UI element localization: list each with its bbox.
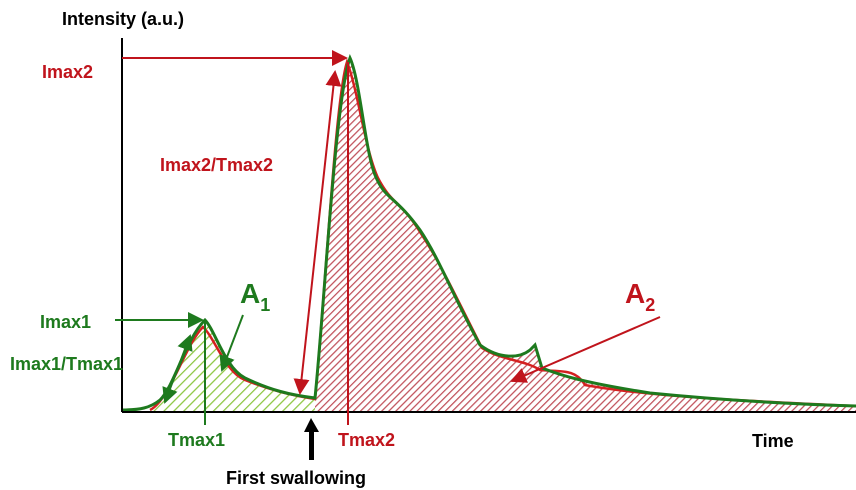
a2-label: A2 [625, 278, 655, 315]
area-2 [315, 58, 856, 412]
a1-letter: A [240, 278, 260, 309]
y-axis-label: Intensity (a.u.) [62, 9, 184, 29]
event-label: First swallowing [226, 468, 366, 488]
a1-label: A1 [240, 278, 270, 315]
x-axis-label: Time [752, 431, 794, 451]
imax2-label: Imax2 [42, 62, 93, 82]
a1-arrow [219, 314, 244, 372]
tmax2-label: Tmax2 [338, 430, 395, 450]
curve-red [149, 58, 856, 412]
a2-arrow [510, 316, 661, 383]
a2-letter: A [625, 278, 645, 309]
slope1-label: Imax1/Tmax1 [10, 354, 123, 374]
a1-subscript: 1 [260, 295, 270, 315]
imax1-label: Imax1 [40, 312, 91, 332]
tmax1-label: Tmax1 [168, 430, 225, 450]
event-arrow [304, 418, 319, 460]
curve-green [121, 53, 856, 412]
slope2-label: Imax2/Tmax2 [160, 155, 273, 175]
slope1-arrow [162, 334, 193, 404]
slope2-arrow [293, 70, 342, 395]
a2-subscript: 2 [645, 295, 655, 315]
